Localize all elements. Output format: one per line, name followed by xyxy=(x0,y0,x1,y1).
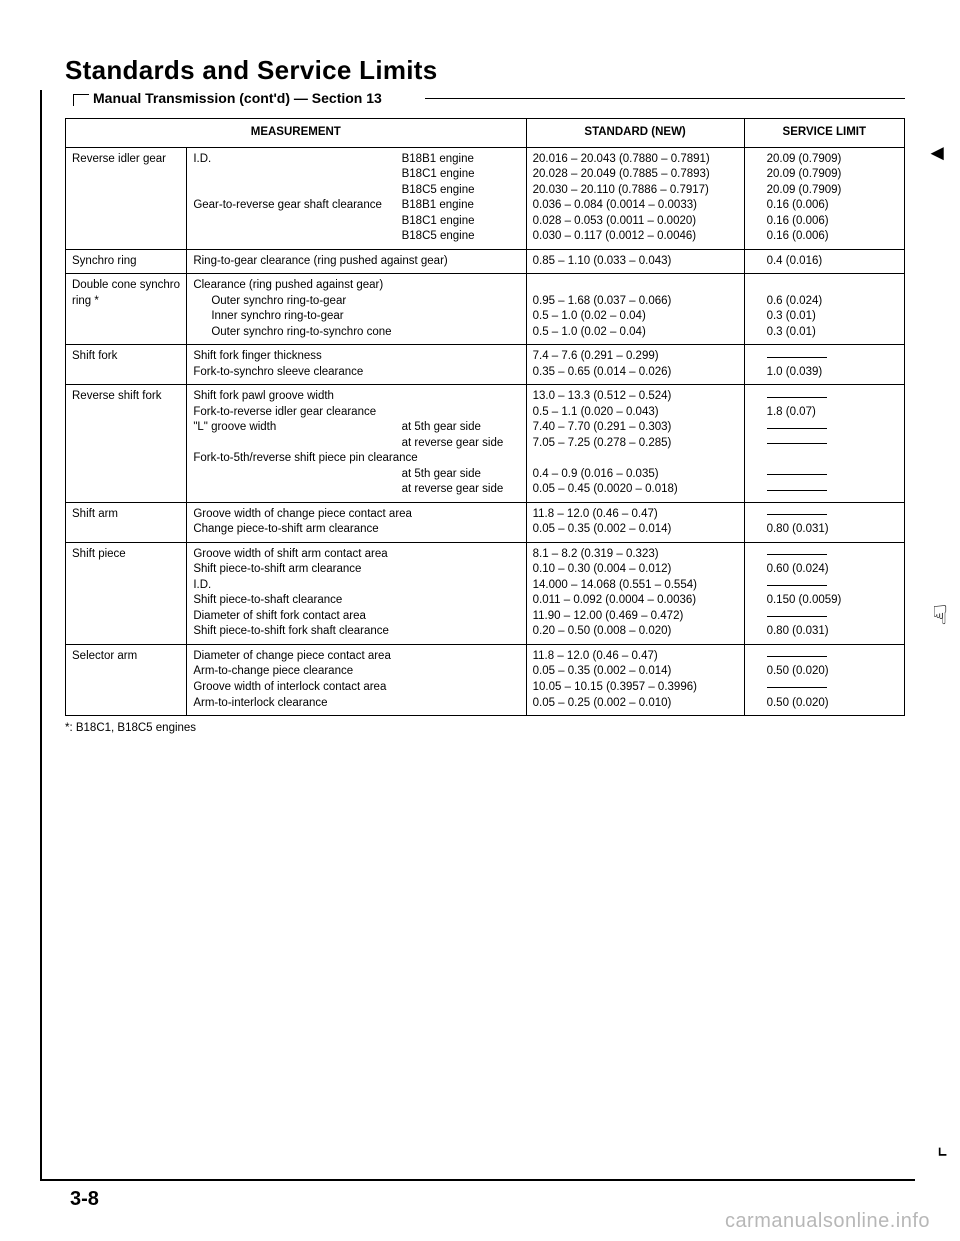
item-cell: Shift fork xyxy=(66,345,187,385)
page-number: 3-8 xyxy=(70,1188,99,1211)
measurement-cell: Groove width of shift arm contact areaSh… xyxy=(187,542,526,644)
table-row: Shift armGroove width of change piece co… xyxy=(66,502,905,542)
margin-arrow-icon: ◄ xyxy=(926,140,948,166)
header-limit: SERVICE LIMIT xyxy=(744,119,904,148)
limit-cell: 0.6 (0.024)0.3 (0.01)0.3 (0.01) xyxy=(744,274,904,345)
item-cell: Selector arm xyxy=(66,644,187,715)
table-row: Shift pieceGroove width of shift arm con… xyxy=(66,542,905,644)
measurement-cell: Groove width of change piece contact are… xyxy=(187,502,526,542)
limit-cell: 0.60 (0.024)0.150 (0.0059)0.80 (0.031) xyxy=(744,542,904,644)
item-cell: Reverse shift fork xyxy=(66,385,187,503)
table-header-row: MEASUREMENT STANDARD (NEW) SERVICE LIMIT xyxy=(66,119,905,148)
header-measurement: MEASUREMENT xyxy=(66,119,527,148)
table-row: Synchro ringRing-to-gear clearance (ring… xyxy=(66,249,905,274)
limit-cell: 0.50 (0.020)0.50 (0.020) xyxy=(744,644,904,715)
watermark: carmanualsonline.info xyxy=(725,1210,930,1233)
page-title: Standards and Service Limits xyxy=(65,55,905,86)
item-cell: Double cone synchro ring * xyxy=(66,274,187,345)
standard-cell: 0.85 – 1.10 (0.033 – 0.043) xyxy=(526,249,744,274)
item-cell: Synchro ring xyxy=(66,249,187,274)
table-row: Reverse idler gearI.D.B18B1 engineB18C1 … xyxy=(66,147,905,249)
measurement-cell: Clearance (ring pushed against gear) Out… xyxy=(187,274,526,345)
standard-cell: 13.0 – 13.3 (0.512 – 0.524)0.5 – 1.1 (0.… xyxy=(526,385,744,503)
header-standard: STANDARD (NEW) xyxy=(526,119,744,148)
standard-cell: 11.8 – 12.0 (0.46 – 0.47)0.05 – 0.35 (0.… xyxy=(526,502,744,542)
item-cell: Reverse idler gear xyxy=(66,147,187,249)
section-header: Manual Transmission (cont'd) — Section 1… xyxy=(65,94,905,118)
section-title: Manual Transmission (cont'd) — Section 1… xyxy=(93,90,388,106)
table-row: Double cone synchro ring *Clearance (rin… xyxy=(66,274,905,345)
page-frame-bottom xyxy=(40,1179,915,1181)
margin-corner-icon: ⌞ xyxy=(937,1132,948,1161)
measurement-cell: Diameter of change piece contact areaArm… xyxy=(187,644,526,715)
measurement-cell: Shift fork finger thicknessFork-to-synch… xyxy=(187,345,526,385)
measurement-cell: Shift fork pawl groove widthFork-to-reve… xyxy=(187,385,526,503)
limit-cell: 1.0 (0.039) xyxy=(744,345,904,385)
page-content: Standards and Service Limits Manual Tran… xyxy=(65,55,905,734)
limit-cell: 1.8 (0.07) xyxy=(744,385,904,503)
section-rule-line xyxy=(425,98,905,99)
table-row: Reverse shift forkShift fork pawl groove… xyxy=(66,385,905,503)
limit-cell: 0.4 (0.016) xyxy=(744,249,904,274)
page-frame-left xyxy=(40,90,42,1181)
measurement-cell: Ring-to-gear clearance (ring pushed agai… xyxy=(187,249,526,274)
footnote: *: B18C1, B18C5 engines xyxy=(65,722,905,734)
limit-cell: 0.80 (0.031) xyxy=(744,502,904,542)
standard-cell: 0.95 – 1.68 (0.037 – 0.066)0.5 – 1.0 (0.… xyxy=(526,274,744,345)
standard-cell: 8.1 – 8.2 (0.319 – 0.323)0.10 – 0.30 (0.… xyxy=(526,542,744,644)
item-cell: Shift piece xyxy=(66,542,187,644)
standard-cell: 7.4 – 7.6 (0.291 – 0.299)0.35 – 0.65 (0.… xyxy=(526,345,744,385)
item-cell: Shift arm xyxy=(66,502,187,542)
limit-cell: 20.09 (0.7909)20.09 (0.7909)20.09 (0.790… xyxy=(744,147,904,249)
table-row: Shift forkShift fork finger thicknessFor… xyxy=(66,345,905,385)
measurement-cell: I.D.B18B1 engineB18C1 engineB18C5 engine… xyxy=(187,147,526,249)
standard-cell: 11.8 – 12.0 (0.46 – 0.47)0.05 – 0.35 (0.… xyxy=(526,644,744,715)
section-lead-line xyxy=(73,94,89,106)
standard-cell: 20.016 – 20.043 (0.7880 – 0.7891)20.028 … xyxy=(526,147,744,249)
margin-pointer-icon: ☟ xyxy=(932,600,948,631)
table-row: Selector armDiameter of change piece con… xyxy=(66,644,905,715)
spec-table: MEASUREMENT STANDARD (NEW) SERVICE LIMIT… xyxy=(65,118,905,716)
